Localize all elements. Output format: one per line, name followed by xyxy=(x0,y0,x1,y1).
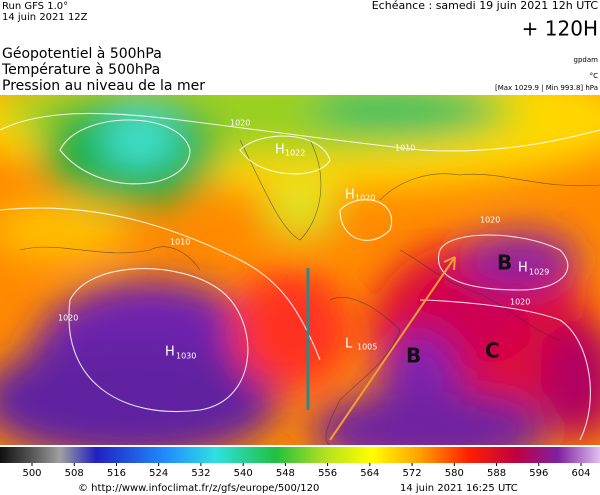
colorbar-label: 532 xyxy=(191,468,210,479)
low-value: 1005 xyxy=(357,343,377,352)
low-letter: L xyxy=(345,337,353,352)
colorbar-label: 588 xyxy=(487,468,506,479)
colorbar xyxy=(0,447,600,463)
title-line: Température à 500hPa xyxy=(1,62,160,78)
annotation-letter: B xyxy=(406,344,421,368)
colorbar-label: 516 xyxy=(107,468,126,479)
colorbar-label: 524 xyxy=(149,468,168,479)
colorbar-label: 572 xyxy=(403,468,422,479)
colorbar-label: 508 xyxy=(65,468,84,479)
valid-time: Echéance : samedi 19 juin 2021 12h UTC xyxy=(372,0,599,12)
annotation-arrow xyxy=(329,256,456,441)
isobar-label: 1010 xyxy=(395,144,415,153)
isobar-label: 1020 xyxy=(480,216,500,225)
lead-time: + 120H xyxy=(522,17,598,41)
high-letter: H xyxy=(345,188,355,203)
colorbar-label: 548 xyxy=(276,468,295,479)
high-value: 1022 xyxy=(285,149,305,158)
footer-time: 14 juin 2021 16:25 UTC xyxy=(400,483,518,494)
colorbar-label: 580 xyxy=(445,468,464,479)
annotation-letter: B xyxy=(497,251,512,275)
colorbar-ticks: 500 508 516 524 532 540 548 556 564 572 580 588 596 6… xyxy=(22,463,591,479)
temp-unit: °C xyxy=(590,72,599,80)
high-value: 1030 xyxy=(176,352,196,361)
map-area: H 1022 H 1020 H 1030 H 1029 L 1005 1020 … xyxy=(0,95,600,445)
high-letter: H xyxy=(518,261,528,276)
isobar-label: 1020 xyxy=(58,314,78,323)
colorbar-label: 500 xyxy=(22,468,41,479)
colorbar-label: 596 xyxy=(529,468,548,479)
isobar-label: 1020 xyxy=(230,119,250,128)
isobar-label: 1020 xyxy=(510,298,530,307)
source-tag: gpdam xyxy=(574,56,599,64)
title-line: Pression au niveau de la mer xyxy=(2,78,205,94)
high-letter: H xyxy=(165,345,175,360)
isobar-label: 1010 xyxy=(170,238,190,247)
high-letter: H xyxy=(275,143,285,158)
title-line: Géopotentiel à 500hPa xyxy=(2,46,162,62)
run-date: 14 juin 2021 12Z xyxy=(2,12,88,23)
annotation-letter: C xyxy=(485,339,500,363)
high-value: 1029 xyxy=(529,268,549,277)
colorbar-label: 540 xyxy=(234,468,253,479)
pressure-range: [Max 1029.9 | Min 993.8] hPa xyxy=(495,84,598,92)
colorbar-label: 556 xyxy=(318,468,337,479)
footer-url: © http://www.infoclimat.fr/z/gfs/europe/… xyxy=(78,483,319,494)
run-label: Run GFS 1.0° xyxy=(2,1,68,12)
colorbar-label: 564 xyxy=(360,468,379,479)
colorbar-label: 604 xyxy=(571,468,590,479)
high-value: 1020 xyxy=(355,194,375,203)
